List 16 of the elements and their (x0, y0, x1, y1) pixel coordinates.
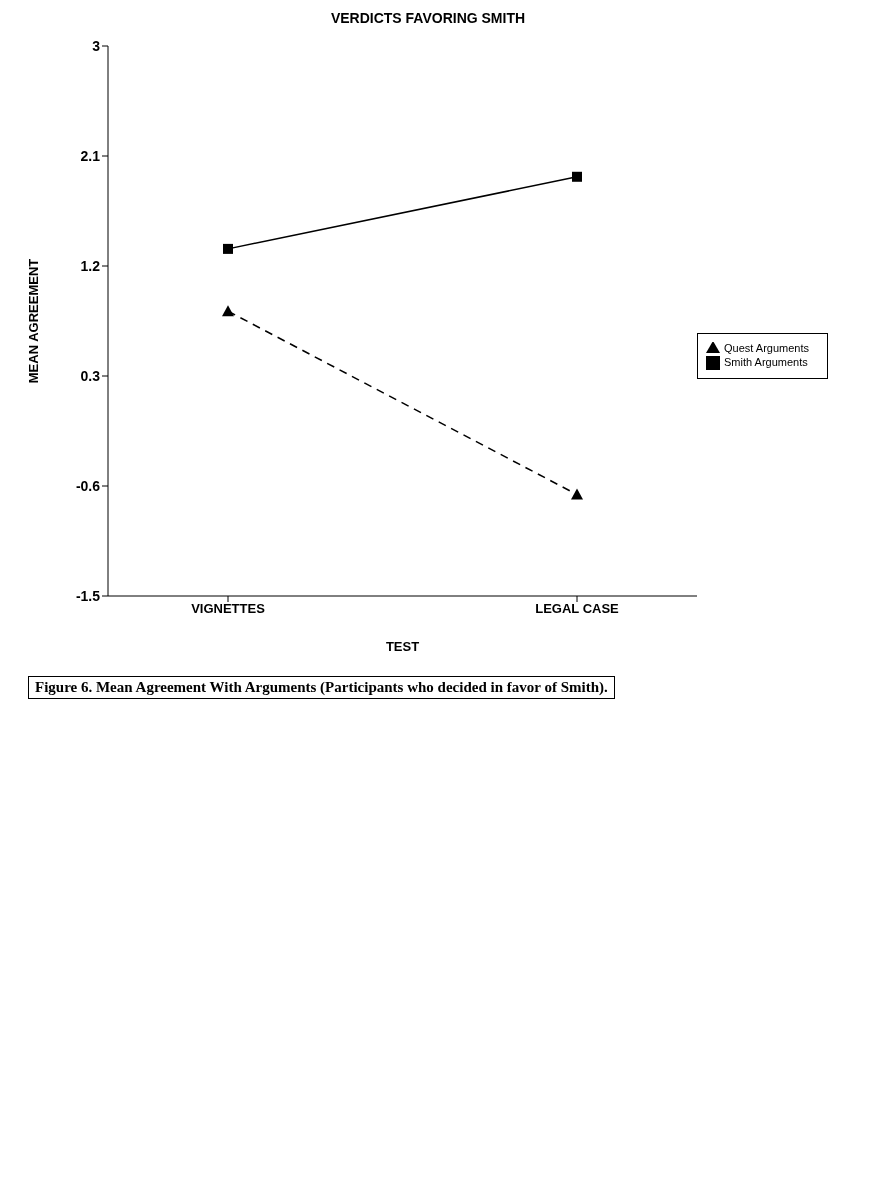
caption: Figure 6. Mean Agreement With Arguments (Participants who decided in favor of Smith). (28, 676, 615, 699)
chart-title: VERDICTS FAVORING SMITH (329, 10, 527, 26)
x-axis-title: TEST (385, 639, 420, 654)
point (572, 171, 582, 182)
legend-label: Smith Arguments (724, 356, 808, 368)
y-tick-label: 1.2 (80, 257, 101, 274)
y-tick-label: -1.5 (75, 587, 101, 604)
x-tick-label: VIGNETTES (191, 601, 266, 617)
x-tick-label: LEGAL CASE (535, 601, 620, 617)
point (223, 243, 233, 254)
y-tick-label: 2.1 (80, 147, 101, 164)
y-tick-label: -0.6 (75, 477, 101, 494)
y-tick-label: 3 (92, 37, 101, 54)
y-tick-label: 0.3 (80, 367, 101, 384)
y-axis-title: MEAN AGREEMENT (25, 258, 41, 384)
legend-label: Quest Arguments (724, 341, 809, 354)
